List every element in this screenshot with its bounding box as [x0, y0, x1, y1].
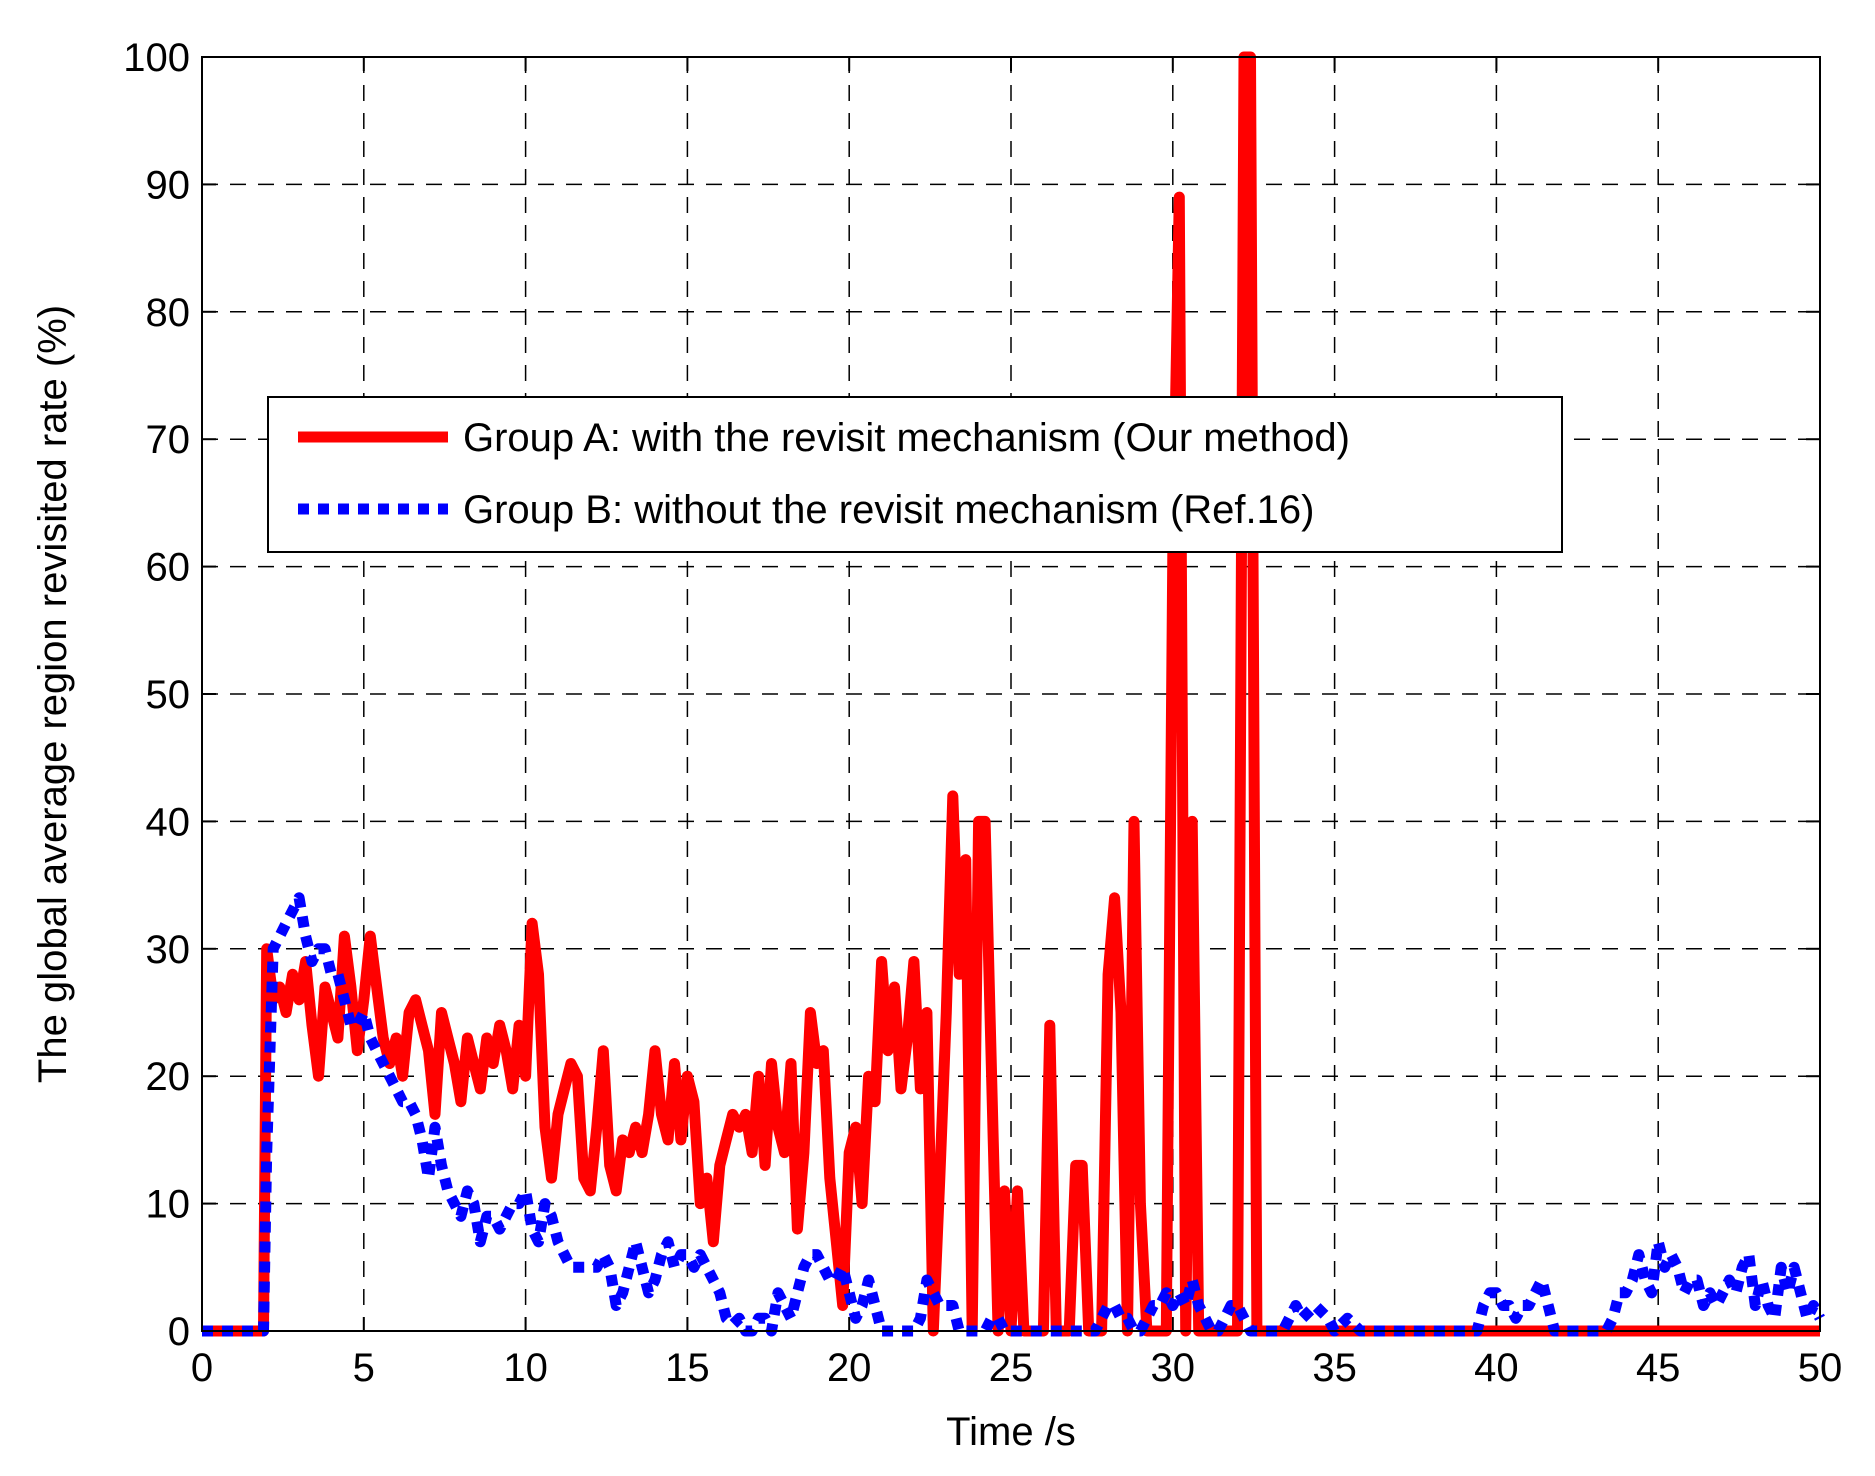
tick-labels: 0 5 10 15 20 25 30 35 40 45 50 0 10 20 30 40 50 60 70 80 90 1… [123, 36, 1842, 1390]
y-tick-label: 80 [146, 291, 191, 335]
legend: Group A: with the revisit mechanism (Our… [267, 396, 1563, 553]
y-tick-label: 90 [146, 163, 191, 207]
legend-label-group-b: Group B: without the revisit mechanism (… [463, 488, 1314, 532]
x-tick-label: 35 [1312, 1346, 1357, 1390]
x-axis-label: Time /s [946, 1410, 1076, 1454]
x-tick-label: 45 [1636, 1346, 1681, 1390]
legend-label-group-a: Group A: with the revisit mechanism (Our… [463, 416, 1350, 460]
legend-box [267, 396, 1563, 553]
x-tick-label: 40 [1474, 1346, 1519, 1390]
y-tick-label: 0 [168, 1310, 190, 1354]
x-tick-label: 30 [1151, 1346, 1196, 1390]
y-tick-label: 50 [146, 673, 191, 717]
y-tick-label: 20 [146, 1055, 191, 1099]
x-tick-label: 25 [989, 1346, 1034, 1390]
plot-area-frame [201, 56, 1821, 1332]
x-tick-label: 5 [353, 1346, 375, 1390]
x-tick-label: 0 [191, 1346, 213, 1390]
x-tick-label: 50 [1798, 1346, 1843, 1390]
x-tick-label: 10 [503, 1346, 548, 1390]
series-line-group-a [202, 51, 1820, 1337]
y-tick-label: 70 [146, 418, 191, 462]
y-axis-label: The global average region revisited rate… [31, 305, 75, 1083]
y-tick-label: 10 [146, 1183, 191, 1227]
x-tick-label: 15 [665, 1346, 710, 1390]
y-tick-label: 100 [123, 36, 190, 80]
y-tick-label: 60 [146, 546, 191, 590]
axis-ticks [201, 56, 1821, 1332]
x-tick-label: 20 [827, 1346, 872, 1390]
y-tick-label: 40 [146, 800, 191, 844]
y-tick-label: 30 [146, 928, 191, 972]
